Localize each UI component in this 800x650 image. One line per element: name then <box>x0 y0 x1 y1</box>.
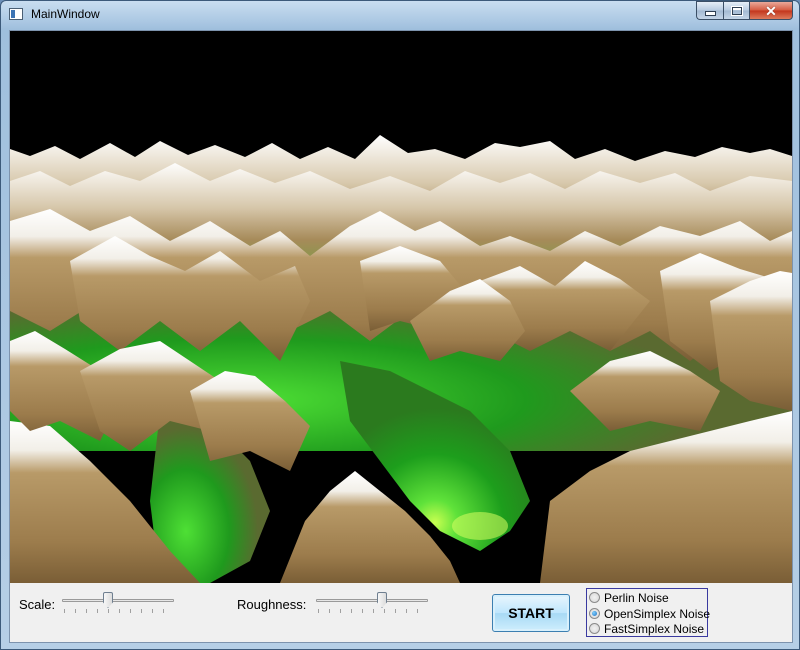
app-icon[interactable] <box>9 8 23 20</box>
roughness-slider[interactable] <box>316 591 428 617</box>
radio-fastsimplex-noise[interactable]: FastSimplex Noise <box>589 621 704 636</box>
terrain-viewport[interactable] <box>10 31 792 583</box>
scale-slider-track <box>62 599 174 602</box>
client-area: Scale: Roughness: START Perlin Noise <box>9 30 793 643</box>
roughness-slider-track <box>316 599 428 602</box>
terrain-canvas <box>10 31 792 583</box>
close-icon: ✕ <box>765 2 777 19</box>
radio-indicator[interactable] <box>589 592 600 603</box>
title-bar[interactable]: MainWindow ✕ <box>1 1 799 29</box>
scale-slider-ticks <box>64 609 172 613</box>
close-button[interactable]: ✕ <box>749 1 793 20</box>
radio-opensimplex-noise[interactable]: OpenSimplex Noise <box>589 606 710 621</box>
radio-indicator[interactable] <box>589 623 600 634</box>
roughness-slider-ticks <box>318 609 426 613</box>
roughness-label: Roughness: <box>237 597 307 612</box>
roughness-slider-thumb[interactable] <box>377 592 387 608</box>
radio-perlin-noise[interactable]: Perlin Noise <box>589 590 669 605</box>
radio-label: Perlin Noise <box>604 590 669 605</box>
window-title: MainWindow <box>31 7 100 21</box>
noise-type-group: Perlin Noise OpenSimplex Noise FastSimpl… <box>586 588 710 637</box>
start-button[interactable]: START <box>492 594 570 632</box>
scale-label: Scale: <box>19 597 56 612</box>
maximize-icon <box>730 5 743 16</box>
maximize-button[interactable] <box>723 1 749 20</box>
minimize-button[interactable] <box>696 1 723 20</box>
scale-slider[interactable] <box>62 591 174 617</box>
controls-panel: Scale: Roughness: START Perlin Noise <box>10 583 792 642</box>
minimize-icon <box>704 11 716 16</box>
caption-buttons: ✕ <box>696 1 793 21</box>
radio-label: FastSimplex Noise <box>604 621 705 636</box>
radio-indicator[interactable] <box>589 608 600 619</box>
scale-slider-thumb[interactable] <box>103 592 113 608</box>
radio-label: OpenSimplex Noise <box>604 606 711 621</box>
